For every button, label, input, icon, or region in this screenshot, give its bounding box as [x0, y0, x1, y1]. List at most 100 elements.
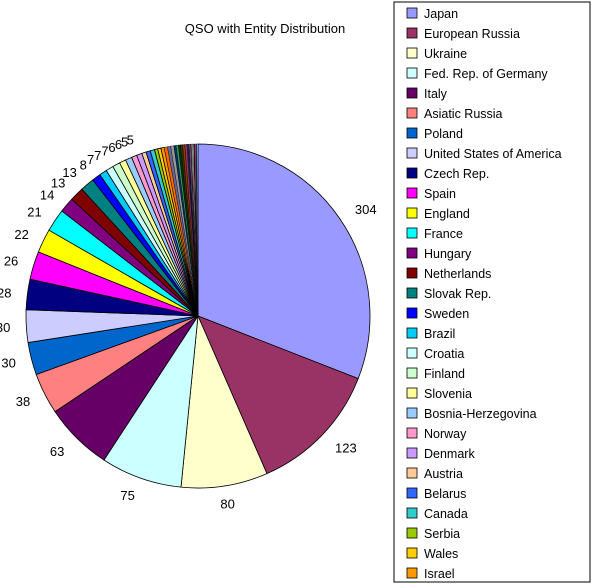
legend-frame	[393, 1, 591, 583]
data-label-poland: 30	[1, 356, 15, 371]
legend-item-poland: Poland	[406, 127, 463, 141]
legend-label: Spain	[424, 187, 456, 201]
legend-label: Canada	[424, 507, 468, 521]
data-label-united-states-of-america: 30	[0, 320, 10, 335]
legend-label: Czech Rep.	[424, 167, 489, 181]
legend-label: Serbia	[424, 527, 460, 541]
legend-swatch	[406, 527, 418, 539]
legend-label: Brazil	[424, 327, 455, 341]
legend-swatch	[406, 287, 418, 299]
legend-item-bosnia-herzegovina: Bosnia-Herzegovina	[406, 407, 537, 421]
legend-swatch	[406, 167, 418, 179]
legend-label: European Russia	[424, 27, 520, 41]
legend-label: Wales	[424, 547, 458, 561]
legend-swatch	[406, 427, 418, 439]
data-label-sweden: 8	[80, 157, 87, 172]
data-label-czech-rep: 28	[0, 285, 12, 300]
legend-swatch	[406, 247, 418, 259]
legend-swatch	[406, 7, 418, 19]
legend-item-finland: Finland	[406, 367, 465, 381]
legend-label: Netherlands	[424, 267, 491, 281]
legend-item-united-states-of-america: United States of America	[406, 147, 562, 161]
legend-item-belarus: Belarus	[406, 487, 466, 501]
pie-data-labels: 3041238075633830302826222114131387776655	[0, 132, 377, 511]
legend-label: Asiatic Russia	[424, 107, 503, 121]
legend-label: Poland	[424, 127, 463, 141]
legend-item-ukraine: Ukraine	[406, 47, 467, 61]
legend-swatch	[406, 187, 418, 199]
data-label-france: 21	[27, 205, 41, 220]
legend-label: Austria	[424, 467, 463, 481]
data-label-brazil: 7	[87, 152, 94, 167]
legend-label: Belarus	[424, 487, 466, 501]
data-label-fed-rep-of-germany: 75	[120, 488, 134, 503]
legend-item-netherlands: Netherlands	[406, 267, 491, 281]
legend-label: Norway	[424, 427, 467, 441]
legend-label: Bosnia-Herzegovina	[424, 407, 537, 421]
legend-swatch	[406, 107, 418, 119]
legend-label: England	[424, 207, 470, 221]
legend-item-sweden: Sweden	[406, 307, 469, 321]
pie-slice-european-russia	[197, 315, 359, 475]
legend-label: France	[424, 227, 463, 241]
data-label-slovenia: 6	[108, 140, 115, 155]
legend-label: Slovenia	[424, 387, 472, 401]
legend-label: Denmark	[424, 447, 475, 461]
legend-item-spain: Spain	[406, 187, 456, 201]
legend-swatch	[406, 67, 418, 79]
legend-swatch	[406, 267, 418, 279]
legend-label: Slovak Rep.	[424, 287, 491, 301]
legend-swatch	[406, 387, 418, 399]
legend-item-austria: Austria	[406, 467, 463, 481]
legend-swatch	[406, 27, 418, 39]
data-label-hungary: 14	[40, 188, 54, 203]
legend-label: Japan	[424, 7, 458, 21]
data-label-bosnia-herzegovina: 6	[115, 137, 122, 152]
legend-item-denmark: Denmark	[406, 447, 475, 461]
legend-swatch	[406, 407, 418, 419]
pie-slice-other-19	[196, 143, 199, 317]
legend-label: Sweden	[424, 307, 469, 321]
legend-label: Israel	[424, 567, 455, 581]
legend-swatch	[406, 327, 418, 339]
legend-item-norway: Norway	[406, 427, 467, 441]
legend-item-england: England	[406, 207, 470, 221]
legend-swatch	[406, 487, 418, 499]
legend-swatch	[406, 347, 418, 359]
data-label-norway: 5	[121, 134, 128, 149]
pie-slices	[25, 143, 371, 489]
data-label-croatia: 7	[94, 148, 101, 163]
legend-item-france: France	[406, 227, 463, 241]
legend: Japan European Russia Ukraine Fed. Rep. of …	[393, 1, 591, 583]
legend-swatch	[406, 567, 418, 579]
data-label-asiatic-russia: 38	[16, 394, 30, 409]
chart-title: QSO with Entity Distribution	[185, 21, 345, 36]
data-label-italy: 63	[50, 444, 64, 459]
data-label-england: 22	[14, 227, 28, 242]
data-label-japan: 304	[355, 202, 377, 217]
legend-item-wales: Wales	[406, 547, 458, 561]
pie-slice-ukraine	[180, 314, 268, 489]
data-label-ukraine: 80	[220, 497, 234, 512]
legend-label: United States of America	[424, 147, 562, 161]
legend-label: Ukraine	[424, 47, 467, 61]
legend-swatch	[406, 467, 418, 479]
legend-swatch	[406, 147, 418, 159]
legend-swatch	[406, 307, 418, 319]
pie-slice-japan	[197, 143, 371, 380]
legend-item-canada: Canada	[406, 507, 468, 521]
legend-item-slovenia: Slovenia	[406, 387, 472, 401]
legend-swatch	[406, 367, 418, 379]
data-label-slovak-rep: 13	[62, 165, 76, 180]
legend-item-slovak-rep: Slovak Rep.	[406, 287, 491, 301]
data-label-finland: 7	[101, 144, 108, 159]
data-label-european-russia: 123	[335, 441, 357, 456]
legend-item-israel: Israel	[406, 567, 455, 581]
legend-swatch	[406, 87, 418, 99]
data-label-netherlands: 13	[51, 176, 65, 191]
data-label-spain: 26	[4, 254, 18, 269]
legend-label: Croatia	[424, 347, 464, 361]
legend-item-european-russia: European Russia	[406, 27, 520, 41]
legend-swatch	[406, 507, 418, 519]
